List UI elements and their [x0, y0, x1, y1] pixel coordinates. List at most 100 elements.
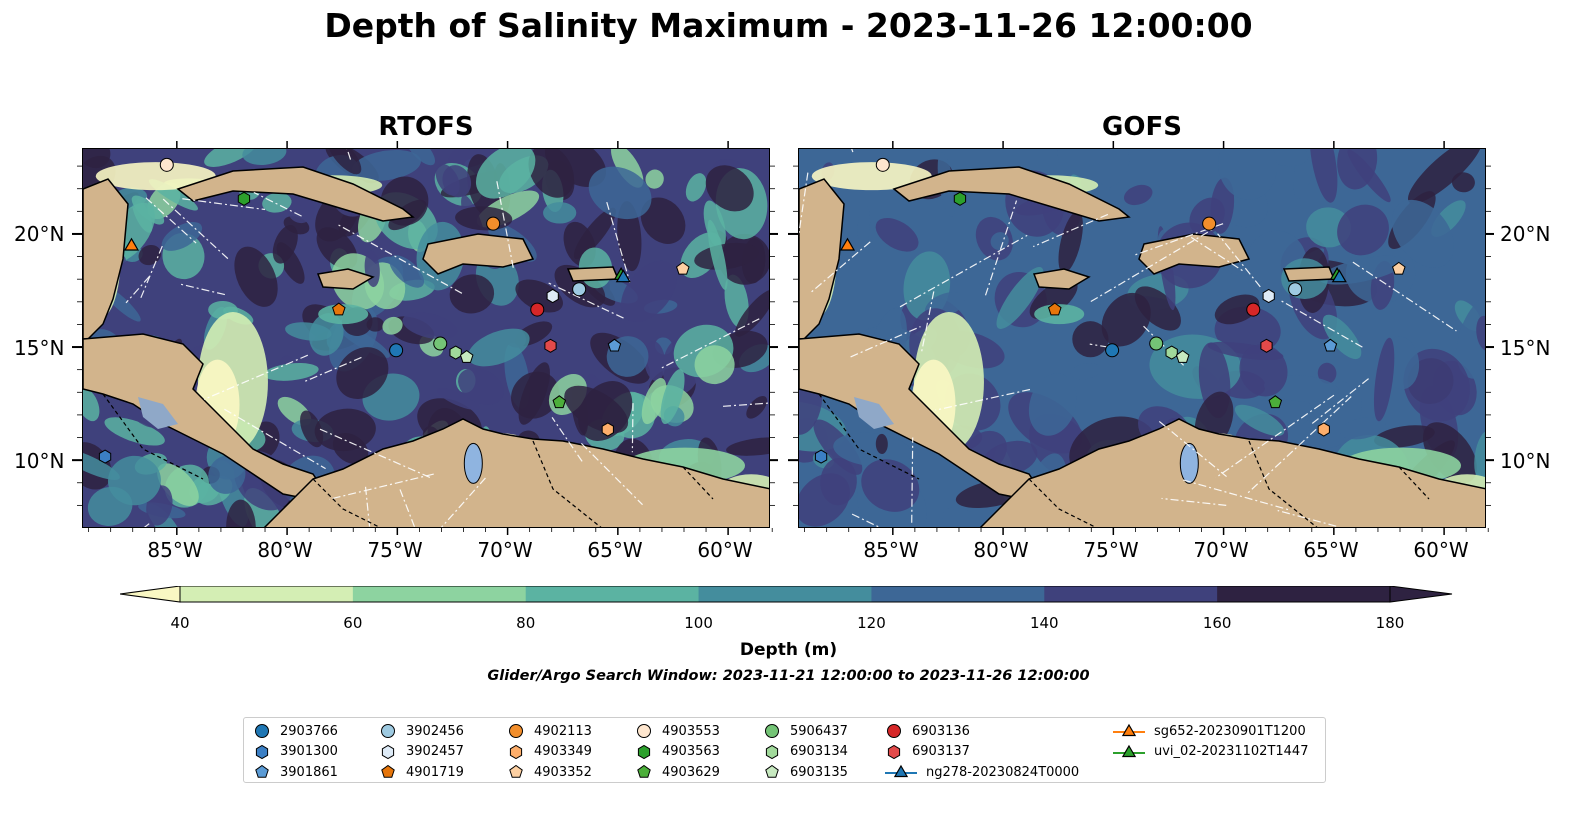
hexagon-marker-icon [887, 744, 901, 759]
country-border [1028, 478, 1097, 527]
legend-label: 3902457 [406, 744, 464, 759]
marker-4901719 [1048, 302, 1062, 316]
field-contour [1057, 149, 1130, 190]
colorbar-segment [1044, 586, 1218, 602]
colorbar-segment [698, 586, 872, 602]
field-contour [389, 255, 425, 288]
x-tick-label: 80°W [257, 538, 313, 562]
field-contour [641, 378, 667, 425]
colorbar-tick-label: 40 [170, 614, 190, 632]
pentagon-marker-icon [765, 764, 779, 778]
marker-3902456 [572, 282, 587, 297]
field-contour [726, 437, 769, 456]
legend-item: 4903629 [634, 762, 720, 782]
legend-label: 4903553 [662, 723, 720, 739]
field-contour [327, 149, 362, 175]
hexagon-marker-icon [509, 744, 523, 759]
eez-boundary [1182, 479, 1290, 511]
field-contour [1322, 314, 1362, 360]
eez-boundary [496, 181, 515, 271]
field-contour [735, 289, 769, 337]
triangle-line-marker-icon [1113, 723, 1145, 737]
lake-nicaragua [854, 397, 894, 429]
x-tick-label: 80°W [973, 538, 1029, 562]
eez-boundary [1217, 233, 1261, 288]
marker-sg652-20230901T1200 [839, 237, 856, 251]
field-contour [515, 279, 563, 313]
legend-label: sg652-20230901T1200 [1154, 723, 1306, 739]
field-contour [942, 507, 987, 527]
eez-boundary [1158, 420, 1227, 478]
panel-title-gofs: GOFS [1102, 112, 1182, 142]
marker-6903136 [530, 302, 545, 317]
field-contour [1218, 149, 1278, 200]
field-contour [644, 340, 666, 381]
marker-6903134 [1165, 345, 1178, 360]
legend-item: 4903553 [634, 721, 720, 741]
field-contour [157, 463, 199, 506]
marker-5906437 [433, 336, 448, 351]
marker-6903134 [449, 345, 462, 360]
marker-4903553 [159, 157, 174, 172]
colorbar [120, 586, 1453, 603]
legend-item: 6903136 [884, 721, 970, 741]
country-border [1248, 440, 1318, 527]
field-contour [705, 165, 754, 212]
x-tick-label: 75°W [367, 538, 423, 562]
eez-boundary [399, 489, 416, 527]
field-contour [1337, 149, 1378, 190]
marker-4903563 [237, 191, 251, 206]
land-mass [316, 268, 375, 290]
field-contour [1407, 149, 1482, 204]
circle-marker-icon [509, 724, 523, 738]
field-contour [204, 149, 258, 167]
field-contour [83, 387, 100, 422]
field-contour [1317, 362, 1337, 384]
eez-boundary [162, 198, 229, 260]
field-contour [467, 328, 530, 367]
field-contour [83, 448, 120, 480]
field-contour [724, 274, 749, 328]
colorbar-tick-label: 100 [684, 614, 713, 632]
country-border [312, 478, 381, 527]
field-contour [449, 274, 495, 314]
legend-item: 4903563 [634, 742, 720, 762]
triangle-line-marker-icon [885, 764, 917, 778]
x-tick-label: 70°W [1193, 538, 1249, 562]
field-contour [1456, 291, 1485, 379]
field-contour [528, 149, 574, 198]
eez-boundary [1352, 261, 1457, 332]
field-contour [996, 267, 1044, 329]
triangle-line-marker-icon [1113, 744, 1145, 757]
pentagon-marker-icon [637, 764, 651, 778]
land-mass [422, 233, 535, 275]
field-contour [1214, 294, 1260, 325]
marker-ng278-20230824T0000 [615, 269, 631, 283]
field-contour [104, 417, 165, 446]
eez-boundary [1190, 236, 1246, 273]
field-contour [208, 455, 246, 494]
panel-title-rtofs: RTOFS [378, 112, 474, 142]
legend-label: 3901861 [280, 764, 338, 780]
eez-boundary [548, 282, 624, 319]
eez-boundary [203, 354, 309, 400]
land-mass [176, 166, 415, 222]
eez-boundary [810, 241, 871, 294]
field-contour [620, 260, 677, 322]
field-contour [1070, 363, 1102, 380]
country-border [532, 440, 602, 527]
eez-boundary [182, 198, 266, 211]
field-contour [1123, 184, 1153, 206]
field-contour [694, 345, 735, 385]
field-contour [1028, 373, 1077, 436]
land-mass [1032, 268, 1091, 290]
eez-boundary [224, 408, 326, 470]
marker-4903553 [875, 157, 890, 172]
x-tick-label: 60°W [697, 538, 753, 562]
field-contour [875, 217, 919, 252]
eez-boundary [851, 513, 881, 527]
field-contour [402, 312, 458, 340]
legend-item: sg652-20230901T1200 [1112, 721, 1306, 741]
marker-3901861 [607, 338, 622, 352]
hexagon-marker-icon [381, 744, 395, 759]
